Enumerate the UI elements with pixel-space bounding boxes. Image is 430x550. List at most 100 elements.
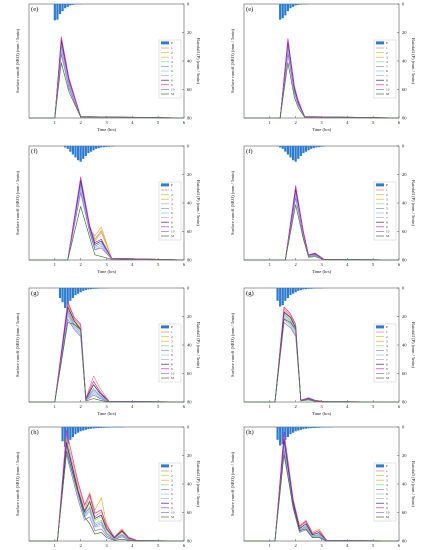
- legend-label-4: 4: [171, 344, 173, 348]
- y-axis-label: Surface runoff (SRO) (mm / 5min): [230, 451, 235, 516]
- rainfall-bar: [289, 288, 292, 296]
- x-tick-label: 3: [320, 120, 323, 125]
- y2-axis-label: Rainfall (P) (mm / 5min): [411, 180, 416, 226]
- legend-swatch-rainfall: [161, 464, 169, 468]
- rainfall-bar: [95, 427, 98, 429]
- y2-tick-label: 0: [187, 144, 190, 149]
- panel-label: (g): [246, 290, 254, 297]
- rainfall-bar: [286, 288, 290, 298]
- legend-label-rainfall: P: [386, 325, 388, 329]
- legend-label-2: 2: [386, 51, 388, 55]
- panel-label: (h): [246, 429, 254, 436]
- runoff-series-M: [244, 62, 400, 119]
- y2-tick-label: 0: [187, 2, 190, 7]
- y2-tick-label: 20: [187, 30, 192, 35]
- rainfall-bar: [289, 146, 292, 158]
- rainfall-bar: [102, 427, 106, 428]
- legend-label-3: 3: [171, 197, 173, 201]
- legend-label-1: 1: [386, 330, 388, 334]
- y2-tick-label: 0: [187, 425, 190, 430]
- rainfall-bar: [297, 146, 300, 159]
- rainfall-bar: [281, 146, 284, 149]
- legend-label-5: 5: [386, 349, 388, 353]
- legend-label-2: 2: [171, 474, 173, 478]
- x-tick-label: 6: [398, 262, 401, 267]
- y2-tick-label: 80: [187, 258, 192, 263]
- rainfall-bar: [64, 427, 67, 447]
- legend-label-5: 5: [386, 207, 388, 211]
- legend-label-4: 4: [386, 344, 388, 348]
- rainfall-bar: [310, 288, 313, 289]
- y2-tick-label: 80: [402, 258, 407, 263]
- rainfall-bar: [87, 288, 90, 290]
- legend-label-8: 8: [386, 78, 388, 82]
- x-axis-label: Time (hrs): [97, 269, 117, 274]
- legend-label-6: 6: [386, 492, 388, 496]
- legend-label-4: 4: [171, 202, 173, 206]
- rainfall-bar: [281, 4, 284, 19]
- rainfall-bar: [97, 288, 100, 289]
- legend-label-5: 5: [386, 488, 388, 492]
- legend-label-1: 1: [171, 330, 173, 334]
- legend-label-M: M: [386, 234, 389, 238]
- rainfall-bar: [58, 288, 62, 298]
- x-tick-label: 2: [295, 262, 298, 267]
- rainfall-bar: [299, 288, 302, 291]
- rainfall-bar: [100, 146, 103, 148]
- legend-label-7: 7: [386, 74, 388, 78]
- runoff-series-9: [29, 176, 185, 261]
- runoff-series-10: [29, 192, 185, 261]
- rainfall-bar: [76, 146, 80, 161]
- x-tick-label: 3: [105, 262, 108, 267]
- rainfall-bar: [82, 288, 85, 291]
- rainfall-bar: [102, 146, 106, 148]
- legend-label-rainfall: P: [171, 183, 173, 187]
- rainfall-bar: [76, 288, 80, 294]
- x-tick-label: 1: [54, 262, 57, 267]
- y2-tick-label: 0: [187, 286, 190, 291]
- legend-label-2: 2: [171, 51, 173, 55]
- legend-swatch-rainfall: [161, 41, 169, 45]
- x-axis-label: Time (hrs): [312, 127, 332, 132]
- rainfall-bar: [281, 427, 284, 445]
- rainfall-bar: [279, 288, 282, 307]
- rainfall-bar: [74, 427, 77, 435]
- rainfall-bar: [74, 288, 77, 296]
- panel-label: (h): [31, 429, 39, 436]
- runoff-series-M: [244, 454, 399, 542]
- y2-tick-label: 40: [402, 482, 407, 487]
- rainfall-bar: [294, 288, 297, 293]
- legend-label-9: 9: [386, 225, 388, 229]
- y2-tick-label: 60: [402, 510, 407, 515]
- legend-label-2: 2: [171, 335, 173, 339]
- rainfall-bar: [71, 146, 75, 155]
- x-tick-label: 2: [80, 120, 83, 125]
- rainfall-bar: [310, 146, 313, 149]
- rainfall-bar: [302, 146, 305, 154]
- rainfall-bar: [89, 427, 93, 429]
- legend-box: [373, 39, 397, 99]
- y2-tick-label: 60: [187, 371, 192, 376]
- y2-tick-label: 60: [187, 510, 192, 515]
- y-axis-label: Surface runoff (SRO) (mm / 5min): [15, 170, 20, 235]
- x-tick-label: 2: [295, 404, 298, 409]
- x-tick-label: 4: [346, 120, 349, 125]
- x-tick-label: 5: [157, 120, 160, 125]
- rainfall-bar: [107, 427, 111, 428]
- runoff-series-M: [29, 450, 184, 542]
- rainfall-bar: [304, 146, 308, 152]
- legend-label-1: 1: [171, 469, 173, 473]
- rainfall-bar: [61, 4, 64, 12]
- legend-label-rainfall: P: [386, 41, 388, 45]
- x-tick-label: 5: [157, 262, 160, 267]
- x-tick-label: 2: [80, 543, 83, 548]
- x-tick-label: 2: [80, 404, 83, 409]
- legend-swatch-rainfall: [161, 183, 169, 187]
- y-axis-label: Surface runoff (SRO) (mm / 5min): [230, 170, 235, 235]
- legend-label-10: 10: [386, 230, 390, 234]
- legend-label-2: 2: [386, 335, 388, 339]
